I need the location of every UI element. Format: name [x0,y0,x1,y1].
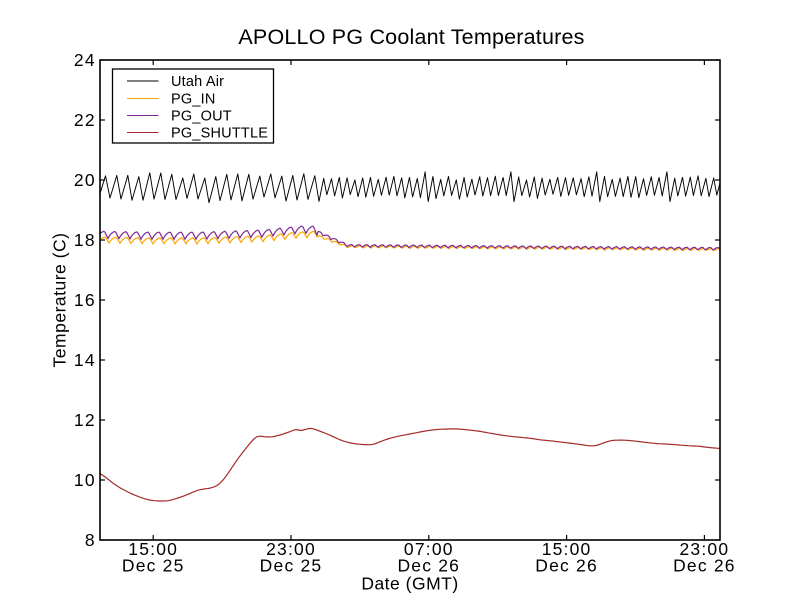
svg-text:PG_OUT: PG_OUT [171,109,232,125]
svg-text:07:00: 07:00 [404,539,454,559]
svg-text:15:00: 15:00 [128,539,178,559]
svg-text:Date (GMT): Date (GMT) [361,574,458,594]
svg-text:15:00: 15:00 [542,539,592,559]
svg-text:Dec 26: Dec 26 [397,556,460,576]
svg-text:Temperature (C): Temperature (C) [50,233,70,368]
svg-text:18: 18 [74,230,96,250]
svg-text:Dec 25: Dec 25 [122,556,185,576]
svg-text:24: 24 [74,50,96,70]
svg-text:Utah Air: Utah Air [171,74,224,90]
svg-text:8: 8 [85,530,96,550]
svg-text:16: 16 [74,290,96,310]
svg-text:PG_SHUTTLE: PG_SHUTTLE [171,126,268,142]
svg-text:14: 14 [74,350,96,370]
svg-text:Dec 26: Dec 26 [673,556,736,576]
svg-text:Dec 25: Dec 25 [260,556,323,576]
svg-text:23:00: 23:00 [266,539,316,559]
svg-text:PG_IN: PG_IN [171,92,216,108]
svg-text:APOLLO PG Coolant Temperatures: APOLLO PG Coolant Temperatures [238,25,584,49]
svg-text:12: 12 [74,410,96,430]
svg-text:10: 10 [74,470,96,490]
svg-text:23:00: 23:00 [680,539,730,559]
svg-text:22: 22 [74,110,96,130]
svg-text:20: 20 [74,170,96,190]
svg-text:Dec 26: Dec 26 [535,556,598,576]
